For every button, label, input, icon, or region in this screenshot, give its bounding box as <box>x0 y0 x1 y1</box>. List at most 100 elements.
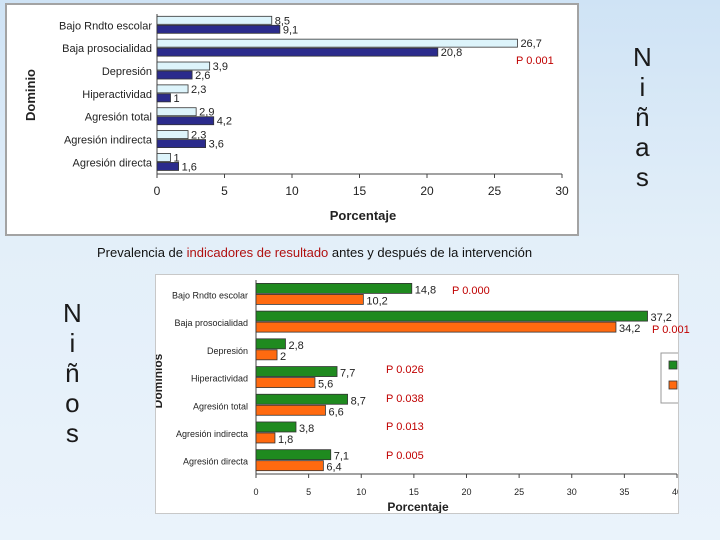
bar-value-label: 1 <box>174 152 180 164</box>
p-value-bottom-4: P 0.038 <box>386 393 424 405</box>
bar-value-label: 14,8 <box>415 284 436 296</box>
bar-después <box>156 116 215 126</box>
bar-antes <box>156 61 211 71</box>
bar-value-label: 34,2 <box>619 323 640 335</box>
bar-después <box>156 24 281 34</box>
bar-value-label: 1,6 <box>182 161 197 173</box>
x-tick-label: 25 <box>488 184 502 198</box>
category-label: Agresión total <box>193 401 248 411</box>
chart-bottom-panel: 0 5 10 15 20 25 30 35 40 Porcentaje Dominios Bajo R… <box>151 274 716 514</box>
bar-pre <box>255 404 326 416</box>
category-label: Agresión total <box>85 112 152 124</box>
bar-value-label: 3,6 <box>209 139 224 151</box>
x-tick-label: 5 <box>221 184 228 198</box>
side-top-letter: a <box>635 132 650 162</box>
x-tick-label: 20 <box>420 184 434 198</box>
chart-bottom-svg: 0 5 10 15 20 25 30 35 40 Porcentaje Dominios Bajo R… <box>151 280 716 514</box>
bar-pos <box>255 421 297 433</box>
x-tick-label: 30 <box>555 184 569 198</box>
caption-text-after: antes y después de la intervención <box>328 245 533 260</box>
side-bottom-letter: ñ <box>65 358 80 388</box>
x-axis-title: Porcentaje <box>387 500 449 513</box>
p-value-bottom-1: P 0.000 <box>452 285 490 297</box>
bar-pre <box>255 321 617 333</box>
bar-antes <box>156 153 171 162</box>
x-tick-label: 30 <box>567 487 577 497</box>
x-tick-label: 10 <box>356 487 366 497</box>
bar-pre <box>255 349 278 361</box>
bar-después <box>156 47 439 57</box>
side-bottom-letter: N <box>63 298 82 328</box>
x-tick-label: 35 <box>619 487 629 497</box>
bar-value-label: 8,5 <box>275 15 290 27</box>
bar-value-label: 20,8 <box>441 47 462 59</box>
bar-antes <box>156 84 189 94</box>
x-tick-label: 25 <box>514 487 524 497</box>
bar-después <box>156 162 180 171</box>
side-bottom-letter: o <box>65 388 80 418</box>
y-axis-title: Dominios <box>156 353 165 408</box>
bar-pre <box>255 460 324 472</box>
p-value-top: P 0.001 <box>516 55 554 67</box>
category-label: Hiperactividad <box>82 89 152 101</box>
x-axis-title: Porcentaje <box>330 208 396 223</box>
category-label: Baja prosocialidad <box>174 318 248 328</box>
bar-value-label: 37,2 <box>651 312 672 324</box>
bar-value-label: 3,8 <box>299 423 314 435</box>
legend-swatch-pos <box>668 360 678 370</box>
bar-value-label: 7,1 <box>334 451 349 463</box>
bar-después <box>156 70 193 80</box>
bar-value-label: 9,1 <box>283 24 298 36</box>
side-top-letter: i <box>639 72 646 102</box>
x-tick-label: 10 <box>285 184 299 198</box>
bar-value-label: 1,8 <box>278 434 293 446</box>
x-tick-label: 0 <box>253 487 258 497</box>
side-top-letter: N <box>633 42 652 72</box>
bar-value-label: 26,7 <box>520 38 541 50</box>
legend-box <box>660 352 716 404</box>
category-label: Agresión indirecta <box>176 429 248 439</box>
chart-caption: Prevalencia de indicadores de resultado … <box>97 245 532 260</box>
bar-después <box>156 139 206 148</box>
category-label: Baja prosocialidad <box>62 43 152 55</box>
bar-pre <box>255 377 316 388</box>
bar-value-label: 6,6 <box>328 406 343 418</box>
bar-value-label: 4,2 <box>217 116 232 128</box>
category-label: Bajo Rndto escolar <box>59 20 152 32</box>
bar-pos <box>255 393 348 405</box>
chart-top-panel: 0 5 10 15 20 25 30 Porcentaje Dominio Bajo Rndto … <box>5 3 579 236</box>
p-value-bottom-6: P 0.005 <box>386 450 424 462</box>
category-label: Agresión directa <box>183 457 248 467</box>
category-label: Agresión directa <box>73 157 153 169</box>
bar-value-label: 8,7 <box>351 395 366 407</box>
y-axis-title: Dominio <box>23 69 38 121</box>
bar-pre <box>255 432 276 444</box>
bar-pos <box>255 449 332 461</box>
bar-antes <box>156 38 518 48</box>
bar-antes <box>156 107 197 117</box>
bar-pos <box>255 366 338 377</box>
bar-value-label: 10,2 <box>366 295 387 307</box>
category-label: Depresión <box>102 66 152 78</box>
bar-value-label: 6,4 <box>326 462 341 474</box>
side-bottom-letter: i <box>69 328 76 358</box>
legend-swatch-pre <box>668 380 678 390</box>
bar-value-label: 5,6 <box>318 379 333 391</box>
bar-value-label: 2,6 <box>195 70 210 82</box>
category-label: Bajo Rndto escolar <box>172 290 248 300</box>
p-value-bottom-2: P 0.001 <box>652 324 690 336</box>
bar-value-label: 2,9 <box>199 107 214 119</box>
side-top-letter: ñ <box>635 102 650 132</box>
bar-value-label: 1 <box>174 93 180 105</box>
caption-text-before: Prevalencia de <box>97 245 187 260</box>
category-label: Depresión <box>207 346 248 356</box>
bar-antes <box>156 15 273 25</box>
x-tick-label: 15 <box>409 487 419 497</box>
bar-después <box>156 93 171 103</box>
bar-value-label: 2,3 <box>191 130 206 142</box>
x-tick-label: 20 <box>461 487 471 497</box>
p-value-bottom-3: P 0.026 <box>386 364 424 376</box>
category-label: Hiperactividad <box>191 374 248 384</box>
